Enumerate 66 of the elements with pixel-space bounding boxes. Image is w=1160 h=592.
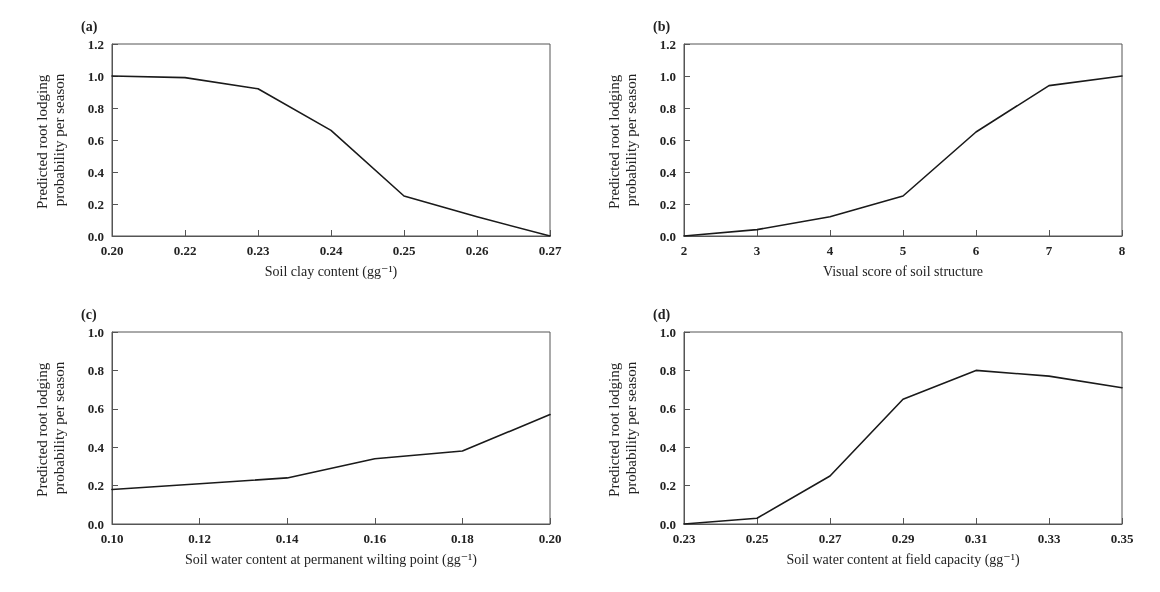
x-tick-label: 0.27 [818, 531, 842, 546]
x-tick-label: 0.27 [538, 243, 562, 258]
y-tick-label: 0.8 [659, 362, 677, 378]
x-tick-label: 0.22 [173, 243, 197, 258]
x-tick-label: 7 [1045, 243, 1053, 258]
x-tick-label: 0.25 [392, 243, 416, 258]
y-axis-title: Predicted root lodging probability per season [605, 359, 639, 497]
chart-title: (d) [653, 306, 671, 323]
y-tick-label: 0.0 [659, 516, 676, 532]
y-tick-label: 0.0 [87, 228, 104, 244]
y-tick-label: 0.0 [659, 228, 676, 244]
x-axis-title: Soil water content at field capacity (gg⁻¹) [786, 551, 1020, 568]
y-tick-label: 1.0 [659, 324, 676, 340]
x-tick-label: 4 [826, 243, 834, 258]
x-tick-label: 3 [753, 243, 761, 258]
y-tick-label: 1.0 [659, 68, 676, 84]
y-axis-title: Predicted root lodging probability per season [33, 359, 67, 497]
x-tick-label: 0.14 [275, 531, 300, 546]
x-axis-title: Soil water content at permanent wilting point (gg⁻¹) [185, 551, 478, 568]
x-tick-label: 0.12 [188, 531, 211, 546]
x-tick-label: 2 [680, 243, 688, 258]
x-tick-label: 6 [972, 243, 980, 258]
y-tick-label: 0.4 [87, 439, 105, 455]
x-tick-label: 0.35 [1110, 531, 1134, 546]
y-tick-label: 0.4 [87, 164, 105, 180]
line-series [111, 413, 551, 491]
x-tick-label: 5 [899, 243, 907, 258]
y-tick-label: 1.2 [87, 36, 104, 52]
y-tick-label: 0.8 [87, 100, 105, 116]
y-axis-title: Predicted root lodging probability per season [605, 71, 639, 209]
y-tick-label: 0.2 [87, 478, 104, 494]
y-tick-label: 1.0 [87, 68, 104, 84]
x-tick-label: 0.33 [1037, 531, 1061, 546]
x-tick-label: 8 [1118, 243, 1126, 258]
y-axis-title: Predicted root lodging probability per season [33, 71, 67, 209]
x-tick-label: 0.23 [246, 243, 270, 258]
x-tick-label: 0.10 [100, 531, 124, 546]
x-tick-label: 0.31 [964, 531, 988, 546]
x-tick-label: 0.16 [363, 531, 387, 546]
x-tick-label: 0.23 [672, 531, 696, 546]
y-tick-label: 0.8 [659, 100, 677, 116]
x-tick-label: 0.25 [745, 531, 769, 546]
chart-title: (b) [653, 18, 671, 35]
y-tick-label: 0.0 [87, 516, 104, 532]
x-tick-label: 0.20 [100, 243, 124, 258]
x-tick-label: 0.29 [891, 531, 915, 546]
y-tick-label: 1.0 [87, 324, 104, 340]
y-tick-label: 0.6 [659, 132, 677, 148]
x-axis-title: Soil clay content (gg⁻¹) [264, 263, 398, 280]
y-tick-label: 0.8 [87, 362, 105, 378]
y-tick-label: 0.6 [87, 132, 105, 148]
y-tick-label: 0.4 [659, 439, 677, 455]
y-tick-label: 0.6 [659, 401, 677, 417]
y-tick-label: 0.2 [87, 196, 104, 212]
y-tick-label: 0.4 [659, 164, 677, 180]
x-tick-label: 0.26 [465, 243, 489, 258]
x-axis-title: Visual score of soil structure [822, 263, 984, 279]
y-tick-label: 0.2 [659, 478, 676, 494]
x-tick-label: 0.18 [451, 531, 475, 546]
x-tick-label: 0.24 [319, 243, 343, 258]
y-tick-label: 0.6 [87, 401, 105, 417]
y-tick-label: 1.2 [659, 36, 676, 52]
chart-title: (c) [81, 306, 97, 323]
chart-title: (a) [81, 18, 98, 35]
y-tick-label: 0.2 [659, 196, 676, 212]
x-tick-label: 0.20 [538, 531, 562, 546]
